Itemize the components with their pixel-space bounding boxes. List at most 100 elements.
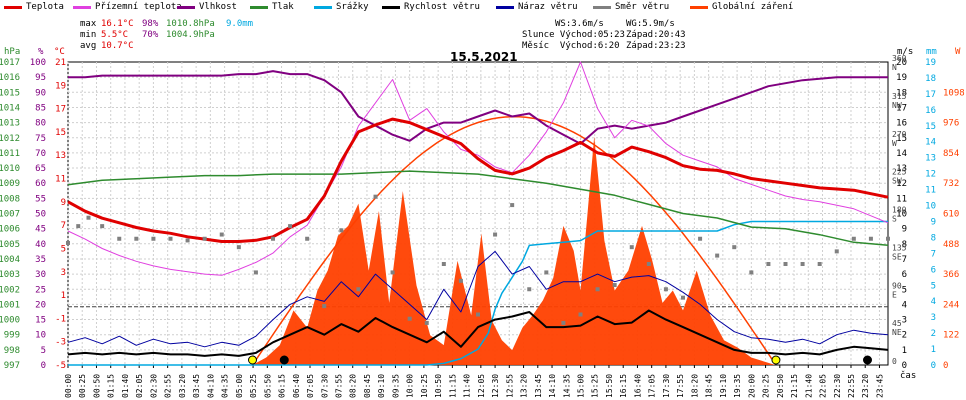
stat-min-label: min — [80, 30, 97, 40]
direction-tick-label: N — [892, 63, 897, 72]
x-tick-label: 10:00 — [406, 374, 415, 398]
axis-unit-label: hPa — [4, 47, 20, 57]
y-tick-label: 999 — [4, 331, 20, 341]
x-tick-label: 03:45 — [192, 374, 201, 398]
x-tick-label: 07:05 — [306, 374, 315, 398]
legend-item: Globální záření — [690, 1, 793, 13]
y-tick-label: 7 — [931, 249, 936, 259]
wind-direction-point — [698, 236, 703, 241]
legend-item: Přízemní teplota — [73, 1, 182, 13]
y-tick-label: 17 — [55, 105, 66, 115]
stat-max-hum: 98% — [142, 19, 159, 29]
wind-direction-point — [681, 295, 685, 300]
stat-avg-temp: 10.7°C — [101, 41, 134, 51]
y-tick-label: 5 — [61, 244, 66, 254]
direction-tick-label: 135 — [892, 243, 907, 252]
legend-item: Vlhkost — [177, 1, 237, 13]
stat-rain-total: 9.0mm — [226, 19, 254, 29]
x-tick-label: 18:45 — [705, 374, 714, 398]
y-tick-label: 10 — [35, 331, 46, 341]
y-tick-label: 9 — [61, 198, 66, 208]
y-tick-label: 35 — [35, 255, 46, 265]
legend-swatch — [250, 5, 268, 9]
wind-direction-point — [783, 262, 788, 266]
series-area-radiation — [68, 136, 888, 365]
y-tick-label: 18 — [896, 88, 907, 98]
y-tick-label: -3 — [55, 338, 66, 348]
x-tick-label: 04:10 — [206, 374, 215, 398]
wind-direction-point — [236, 245, 241, 250]
wind-direction-point — [288, 224, 293, 229]
wind-direction-point — [544, 270, 549, 275]
y-tick-label: 50 — [35, 210, 46, 220]
y-tick-label: 30 — [35, 270, 46, 280]
wind-direction-point — [510, 203, 515, 208]
x-tick-label: 23:45 — [875, 374, 884, 398]
wind-direction-point — [253, 270, 258, 275]
direction-tick-label: SE — [892, 252, 902, 261]
y-tick-label: 1017 — [0, 58, 20, 68]
y-tick-label: 17 — [925, 90, 936, 100]
marker-sunrise — [248, 355, 257, 365]
x-tick-label: 12:30 — [491, 374, 500, 398]
direction-tick-label: 180 — [892, 206, 907, 215]
legend-swatch — [690, 5, 708, 9]
x-tick-label: 09:10 — [377, 374, 386, 398]
y-tick-label: 7 — [61, 221, 66, 231]
legend-label: Přízemní teplota — [95, 2, 182, 12]
y-tick-label: 488 — [943, 240, 959, 250]
x-tick-label: 16:15 — [619, 374, 628, 398]
y-tick-label: 17 — [896, 103, 907, 113]
y-tick-label: 4 — [902, 300, 907, 310]
x-tick-label: 14:35 — [562, 374, 571, 398]
x-tick-label: 08:45 — [363, 374, 372, 398]
x-tick-label: 14:10 — [548, 374, 557, 398]
x-tick-label: 12:05 — [477, 374, 486, 398]
direction-tick-label: 225 — [892, 168, 907, 177]
chart-title: 15.5.2021 — [450, 50, 518, 64]
wind-direction-point — [715, 253, 720, 258]
wind-direction-point — [76, 224, 81, 229]
wind-direction-point — [424, 320, 429, 325]
wind-direction-point — [339, 228, 344, 233]
y-tick-label: 15 — [925, 122, 936, 132]
stat-min-hum: 70% — [142, 30, 159, 40]
y-tick-label: 1 — [931, 345, 936, 355]
y-tick-label: 19 — [55, 81, 66, 91]
legend-item: Rychlost větru — [382, 1, 480, 13]
y-tick-label: 366 — [943, 270, 959, 280]
y-tick-label: 15 — [896, 134, 907, 144]
y-tick-label: 14 — [896, 149, 907, 159]
wind-direction-point — [441, 262, 446, 266]
y-tick-label: 1008 — [0, 194, 20, 204]
x-axis-label: čas — [900, 370, 916, 381]
wind-direction-point — [373, 194, 378, 199]
y-tick-label: 854 — [943, 149, 959, 159]
x-tick-label: 20:50 — [776, 374, 785, 398]
wind-direction-point — [305, 236, 310, 241]
wind-direction-point — [168, 236, 173, 241]
x-tick-label: 17:05 — [648, 374, 657, 398]
y-tick-label: 8 — [931, 233, 936, 243]
y-tick-label: 14 — [925, 138, 936, 148]
y-tick-label: 11 — [55, 175, 66, 185]
y-tick-label: 998 — [4, 346, 20, 356]
y-tick-label: 122 — [943, 331, 959, 341]
y-tick-label: 3 — [931, 313, 936, 323]
y-tick-label: 1006 — [0, 225, 20, 235]
legend-swatch — [496, 5, 514, 9]
legend-item: Náraz větru — [496, 1, 578, 13]
x-tick-label: 21:15 — [790, 374, 799, 398]
y-tick-label: 45 — [35, 225, 46, 235]
wind-direction-point — [595, 287, 600, 292]
marker-moonrise — [279, 355, 289, 365]
y-tick-label: 1 — [61, 291, 66, 301]
series-line-press — [67, 170, 889, 247]
x-tick-label: 19:35 — [733, 374, 742, 398]
wind-direction-point — [527, 287, 532, 292]
axis-unit-label: °C — [54, 47, 65, 57]
x-tick-label: 00:50 — [92, 374, 101, 398]
series-line-hum — [68, 70, 888, 145]
x-tick-label: 19:10 — [719, 374, 728, 398]
